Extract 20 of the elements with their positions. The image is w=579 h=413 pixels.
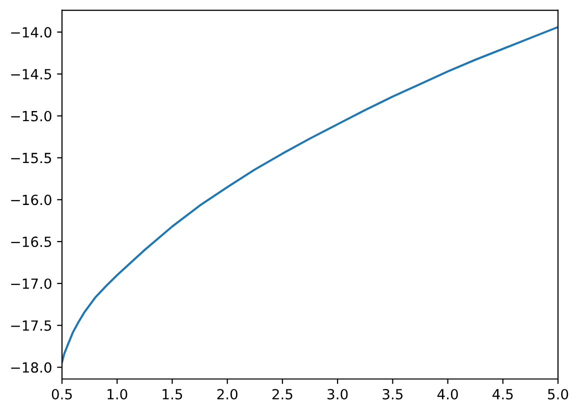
x-tick-label: 2.0 [217,388,238,400]
x-tick-label: 1.0 [108,388,128,400]
x-tick-label: 2.5 [272,388,292,400]
x-tick-label: 3.0 [328,388,348,400]
y-tick-label: −17.0 [11,278,52,289]
x-tick-label: 4.5 [492,389,513,400]
y-tick-label: −14.5 [11,69,52,80]
y-tick-label: −17.5 [11,320,52,331]
y-tick-label: −14.0 [11,27,52,38]
line-series [62,26,558,364]
y-tick-label: −16.0 [11,194,52,206]
x-tick-label: 5.0 [548,388,568,400]
x-tick-label: 3.5 [382,388,402,400]
x-tick-label: 0.5 [52,388,72,400]
x-tick-label: 1.5 [162,389,182,400]
y-tick-label: −15.5 [11,152,52,164]
y-tick-label: −18.0 [11,362,52,373]
x-tick-label: 4.0 [437,388,458,400]
y-tick-label: −16.5 [11,236,52,248]
y-tick-label: −15.0 [11,110,52,122]
